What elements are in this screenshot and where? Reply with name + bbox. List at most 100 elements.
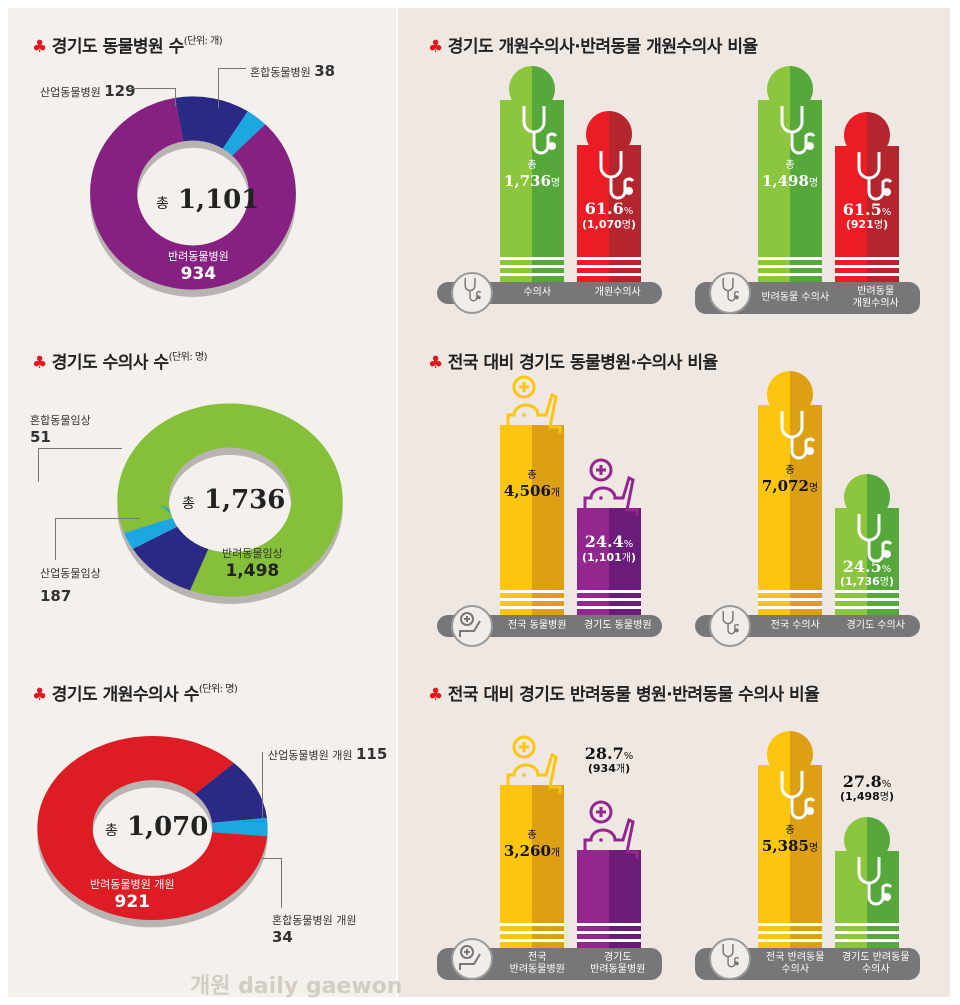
bar-stripe — [835, 606, 899, 609]
stethoscope-icon — [853, 514, 893, 580]
club-icon: ♣ — [428, 353, 443, 373]
bar-stripe — [835, 939, 899, 942]
bar-total-label: 총 5,385명 — [758, 825, 822, 855]
bar-chart-hospitals-national: 총 4,506개 24.4% (1,101개) 전국 동물병원 경기도 동물병원 — [437, 375, 662, 647]
unit: 명 — [808, 842, 819, 854]
bar-stripe — [500, 923, 564, 926]
stethoscope-icon — [709, 272, 751, 314]
doctor-head-icon — [844, 474, 890, 520]
bar-value: 4,506 — [503, 481, 551, 500]
label-industrial-clinic: 산업동물임상 187 — [40, 567, 101, 605]
percent-sign: % — [623, 206, 634, 218]
bar-stripe — [758, 257, 822, 260]
title-ratio3: ♣ 전국 대비 경기도 반려동물 병원·반려동물 수의사 비율 — [428, 685, 820, 705]
total-prefix: 총 — [527, 830, 537, 841]
ratio-value: 27.8 — [842, 771, 882, 791]
bar-stripe — [835, 257, 899, 260]
percent-sign: % — [881, 564, 892, 575]
dog-vaccine-icon — [502, 735, 566, 799]
label-mixed: 혼합동물병원 38 — [250, 62, 336, 80]
label-industrial: 산업동물병원 129 — [40, 82, 136, 100]
bar-stripe — [500, 931, 564, 934]
bar-stripe — [835, 598, 899, 601]
doctor-head-icon — [767, 66, 813, 112]
ratio-label: 27.8% (1,498명) — [825, 771, 909, 804]
category-label: 전국 반려동물 수의사 — [766, 952, 825, 975]
doctor-head-icon — [509, 66, 555, 112]
bar-subset: 27.8% (1,498명) — [835, 772, 899, 948]
bar-total-label: 총 1,736명 — [500, 160, 564, 190]
ratio-label: 61.6% (1,070명) — [577, 200, 641, 231]
doctor-head-icon — [844, 111, 890, 158]
ratio-label: 61.5% (921명) — [835, 199, 899, 232]
stethoscope-icon — [451, 272, 493, 314]
percent-sign: % — [623, 539, 634, 551]
ratio-value: 61.6 — [584, 199, 624, 219]
club-icon: ♣ — [428, 685, 443, 705]
bar-value: (921명) — [845, 217, 889, 231]
dog-vaccine-icon — [502, 375, 566, 439]
leader-line — [55, 518, 140, 560]
percent-sign: % — [881, 778, 892, 790]
bar-subset: 24.5% (1,736명) — [835, 474, 899, 615]
bar-stripe — [835, 931, 899, 934]
bar-stripe — [835, 273, 899, 276]
vet-clinic-icon — [451, 605, 493, 647]
bar-subset: 61.6% (1,070명) — [577, 111, 641, 282]
doctor-head-icon — [767, 371, 813, 417]
bar-stripe — [758, 923, 822, 926]
dog-vaccine-icon — [579, 800, 643, 864]
category-pill: 수의사 개원수의사 — [437, 272, 662, 314]
bar-total-label: 총 1,498명 — [758, 160, 822, 190]
label-companion: 반려동물병원 934 — [168, 250, 229, 284]
stethoscope-icon — [709, 605, 751, 647]
total-prefix: 총 — [527, 160, 537, 171]
category-label: 전국 반려동물병원 — [509, 952, 565, 975]
ratio-value: 24.4 — [584, 532, 624, 552]
percent-sign: % — [881, 206, 892, 218]
category-pill: 전국 수의사 경기도 수의사 — [695, 605, 920, 647]
category-label: 반려동물 수의사 — [761, 292, 830, 303]
bar-value: (1,101개) — [581, 550, 637, 564]
donut-openvets — [37, 735, 268, 928]
club-icon: ♣ — [32, 37, 47, 57]
club-icon: ♣ — [428, 37, 443, 57]
leader-line — [262, 858, 282, 908]
ratio-value: 61.5 — [842, 199, 882, 219]
bar-subset: 28.7% (934개) — [577, 744, 641, 948]
bar-stripe — [500, 257, 564, 260]
bar-stripe — [758, 606, 822, 609]
bar-chart-companion-vets-national: 총 5,385명 27.8% (1,498명) 전국 반려동물 수의사 경기도 반려동… — [695, 731, 920, 980]
bar-subset: 61.5% (921명) — [835, 111, 899, 282]
total-prefix: 총 — [785, 465, 795, 476]
ratio-value: 28.7 — [584, 743, 624, 763]
label-companion-open: 반려동물병원 개원 921 — [90, 878, 175, 912]
donut-segment-2 — [37, 735, 268, 921]
total-prefix: 총 — [785, 160, 795, 171]
stethoscope-icon — [595, 151, 635, 217]
title-text: 경기도 동물병원 수 — [51, 37, 184, 57]
total-openvets: 총 1,070 — [105, 812, 209, 842]
stethoscope-icon — [853, 856, 893, 923]
category-label: 경기도 수의사 — [846, 620, 905, 631]
bar-stripe — [577, 273, 641, 276]
donut-segment-2 — [90, 96, 296, 290]
leader-line — [38, 448, 122, 482]
bar-value: (1,736명) — [839, 575, 895, 589]
category-label: 반려동물 개원수의사 — [852, 286, 899, 309]
stethoscope-icon — [709, 938, 751, 980]
bar-stripe — [758, 265, 822, 268]
doctor-head-icon — [844, 816, 890, 863]
bar-stripe — [758, 590, 822, 593]
unit: 개 — [550, 847, 561, 859]
label-mixed-open: 혼합동물병원 개원 34 — [272, 914, 357, 946]
category-pill: 전국 반려동물병원 경기도 반려동물병원 — [437, 938, 662, 980]
bar-value: (1,070명) — [581, 217, 637, 231]
doctor-head-icon — [586, 111, 632, 158]
leader-line — [128, 88, 176, 106]
doctor-head-icon — [767, 731, 813, 777]
label-industrial-open: 산업동물병원 개원 115 — [268, 745, 388, 763]
bar-stripe — [577, 923, 641, 926]
bar-value: (1,498명) — [839, 790, 895, 804]
ratio-label: 28.7% (934개) — [567, 743, 651, 776]
